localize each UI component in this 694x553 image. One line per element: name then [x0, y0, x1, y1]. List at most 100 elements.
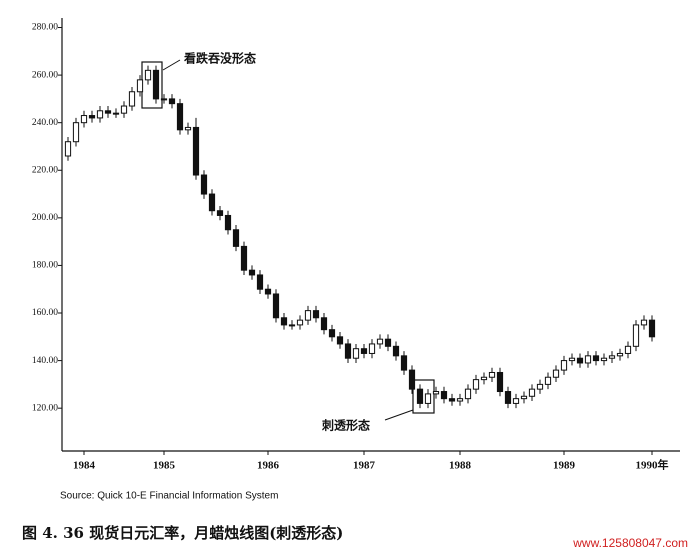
x-tick-label: 1988 [449, 460, 472, 472]
candle-body [520, 395, 528, 400]
candle-body [640, 319, 648, 326]
y-tick-label: 260.00 [32, 70, 58, 80]
candle-body [208, 193, 216, 212]
candle-body [616, 352, 624, 357]
candle-body [536, 383, 544, 390]
candle-body [648, 319, 656, 338]
candle-body [192, 126, 200, 176]
candle-body [456, 398, 464, 402]
candle-body [360, 348, 368, 354]
candle-body [256, 274, 264, 290]
candle-body [96, 110, 104, 119]
candle-body [464, 388, 472, 400]
candle-body [592, 355, 600, 362]
candle-body [176, 103, 184, 131]
x-tick-label: 1990年 [636, 458, 669, 472]
candle-body [480, 376, 488, 381]
candle-body [280, 317, 288, 326]
candle-body [352, 348, 360, 359]
candle-body [440, 391, 448, 400]
candle-body [320, 317, 328, 331]
y-tick-label: 200.00 [32, 213, 58, 223]
y-tick-label: 180.00 [32, 261, 58, 271]
candle-body [384, 338, 392, 347]
candle-body [552, 369, 560, 378]
candle-body [392, 345, 400, 357]
candle-body [104, 110, 112, 114]
candle-body [624, 345, 632, 354]
x-tick-label: 1985 [153, 460, 176, 472]
candle-body [248, 269, 256, 276]
y-tick-label: 140.00 [32, 356, 58, 366]
candle-body [240, 245, 248, 271]
pattern-box [412, 379, 435, 414]
candle-body [344, 343, 352, 359]
candle-body [264, 288, 272, 295]
candle-body [272, 293, 280, 319]
candle-body [184, 126, 192, 131]
candle-body [128, 91, 136, 107]
candle-body [576, 357, 584, 364]
y-tick-label: 160.00 [32, 308, 58, 318]
candle-body [64, 141, 72, 157]
candle-body [216, 210, 224, 216]
candle-body [336, 336, 344, 345]
watermark: www.125808047.com [572, 536, 688, 550]
candle-body [200, 174, 208, 195]
annotation: 看跌吞没形态 [184, 51, 256, 66]
candle-body [512, 398, 520, 404]
candle-body [472, 379, 480, 390]
candle-body [160, 98, 168, 101]
candle-body [488, 371, 496, 378]
arrow [384, 409, 414, 421]
candle-body [368, 343, 376, 354]
candle-body [136, 79, 144, 93]
x-tick-label: 1986 [257, 460, 280, 472]
candle-body [504, 391, 512, 404]
candle-body [632, 324, 640, 347]
candle-body [416, 388, 424, 404]
candle-body [328, 329, 336, 338]
candle-body [376, 338, 384, 345]
candle-body [152, 69, 160, 100]
y-tick-label: 240.00 [32, 118, 58, 128]
candle-body [608, 355, 616, 359]
candle-body [304, 310, 312, 321]
candle-body [584, 355, 592, 364]
candle-body [408, 369, 416, 390]
candle-body [224, 214, 232, 231]
candle-body [432, 391, 440, 395]
candle-body [400, 355, 408, 371]
x-tick-label: 1989 [553, 460, 576, 472]
candle-body [560, 360, 568, 371]
candle-body [120, 105, 128, 114]
candle-body [496, 371, 504, 393]
y-tick-label: 120.00 [32, 403, 58, 413]
arrow [162, 59, 181, 71]
source: Source: Quick 10-E Financial Information… [60, 491, 278, 502]
candle-body [528, 388, 536, 397]
x-tick-label: 1987 [353, 460, 376, 472]
y-tick-label: 280.00 [32, 23, 58, 33]
candle-body [448, 398, 456, 402]
candle-body [288, 324, 296, 327]
candle-body [600, 357, 608, 362]
x-tick-label: 1984 [73, 460, 96, 472]
candle-body [112, 112, 120, 115]
candle-body [296, 319, 304, 326]
candle-body [312, 310, 320, 319]
candle-body [168, 98, 176, 105]
candle-body [88, 115, 96, 119]
candle-body [72, 122, 80, 143]
candle-body [568, 357, 576, 362]
candle-body [544, 376, 552, 385]
candle-body [424, 393, 432, 404]
candle-body [80, 115, 88, 124]
candle-body [232, 229, 240, 247]
annotation: 刺透形态 [321, 418, 370, 433]
y-tick-label: 220.00 [32, 165, 58, 175]
caption: 图 4. 36 现货日元汇率，月蜡烛线图(刺透形态) [22, 524, 343, 542]
candle-body [144, 69, 152, 81]
